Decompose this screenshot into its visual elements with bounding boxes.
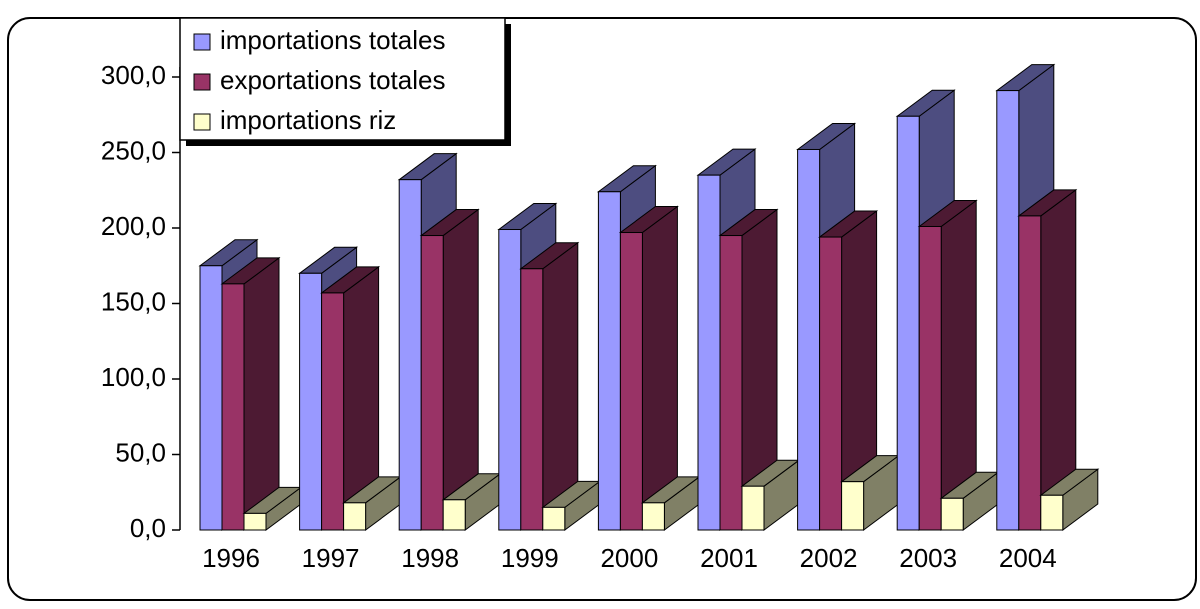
bar-front (321, 292, 345, 531)
bar-front (641, 502, 665, 531)
y-tick-label: 100,0 (101, 362, 166, 392)
bar-front (1018, 215, 1042, 531)
y-tick-label: 300,0 (101, 60, 166, 90)
x-tick-label: 2003 (899, 543, 957, 573)
bar-front (199, 265, 223, 531)
bar (640, 475, 701, 531)
legend-swatch (193, 113, 211, 131)
bar (917, 199, 978, 531)
bar (939, 471, 1000, 531)
bar-front (697, 174, 721, 531)
bar (519, 241, 580, 531)
bar (342, 475, 403, 531)
y-tick-label: 0,0 (130, 513, 166, 543)
x-tick-label: 2002 (800, 543, 858, 573)
bar-front (996, 90, 1020, 531)
legend-label: importations totales (220, 25, 445, 55)
bar-front (619, 232, 643, 531)
bar-front (542, 506, 566, 531)
bar-front (918, 225, 942, 531)
y-tick-label: 200,0 (101, 211, 166, 241)
bar-front (520, 268, 544, 531)
legend: importations totales exportations totales… (179, 17, 511, 146)
bar-front (597, 191, 621, 531)
legend-box (179, 17, 506, 141)
bar-front (221, 283, 245, 531)
bar (840, 454, 901, 531)
bar (718, 208, 779, 531)
bar-front (299, 272, 323, 531)
bar (320, 265, 381, 531)
bar (419, 208, 480, 531)
bar-front (819, 236, 843, 531)
bar-front (442, 499, 466, 531)
bar-front (940, 497, 964, 531)
bar (242, 486, 303, 531)
bar-front (741, 485, 765, 531)
x-tick-label: 2001 (700, 543, 758, 573)
bar (1017, 188, 1078, 531)
bar-front (420, 235, 444, 531)
legend-label: exportations totales (220, 65, 445, 95)
bar-front (841, 481, 865, 531)
bar-front (398, 179, 422, 531)
bar (220, 256, 281, 531)
y-tick-label: 150,0 (101, 286, 166, 316)
bar (618, 205, 679, 531)
x-tick-label: 1999 (501, 543, 559, 573)
legend-swatch (193, 73, 211, 91)
legend-label: importations riz (220, 105, 396, 135)
y-tick-label: 250,0 (101, 135, 166, 165)
bar-front (719, 235, 743, 531)
bar-front (896, 115, 920, 531)
legend-swatch (193, 33, 211, 51)
bar-front (797, 148, 821, 531)
x-tick-label: 1998 (401, 543, 459, 573)
bar (818, 210, 879, 531)
x-tick-label: 1996 (202, 543, 260, 573)
y-tick-label: 50,0 (115, 437, 166, 467)
x-tick-label: 2004 (999, 543, 1057, 573)
bar-front (343, 502, 367, 531)
bar (740, 459, 801, 531)
x-tick-label: 1997 (302, 543, 360, 573)
bar-side (243, 256, 280, 531)
bar (1039, 468, 1100, 531)
bar (441, 472, 502, 531)
bar-front (1040, 494, 1064, 531)
bar-front (498, 229, 522, 531)
bar-front (243, 512, 267, 531)
x-tick-label: 2000 (600, 543, 658, 573)
